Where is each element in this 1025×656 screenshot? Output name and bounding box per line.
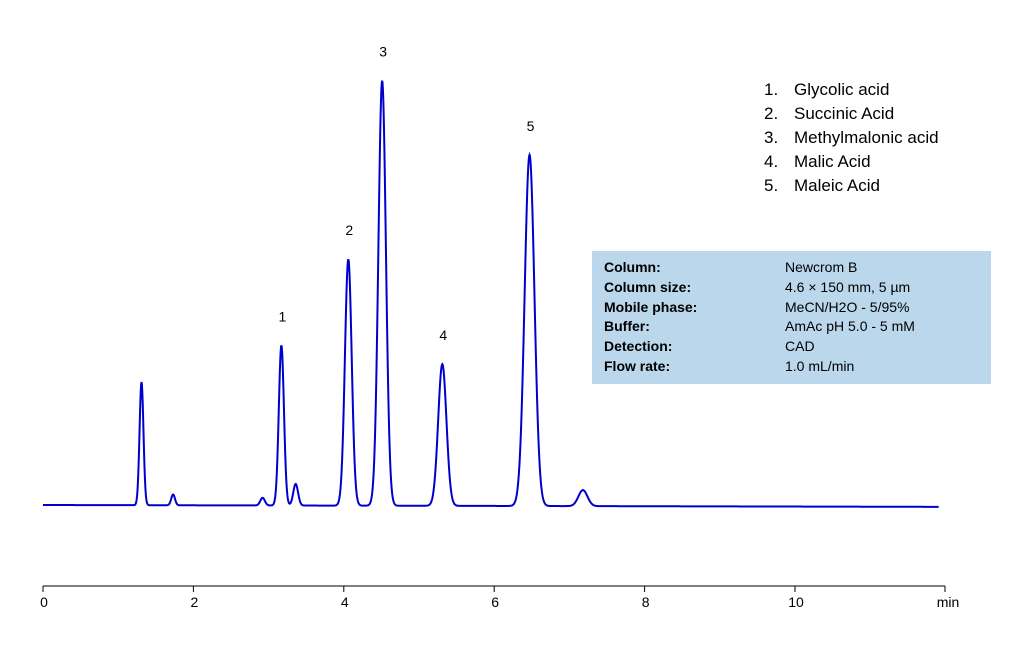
legend-compound-name: Methylmalonic acid [794, 128, 939, 147]
peak-label-4: 4 [439, 327, 447, 343]
legend-compound-name: Maleic Acid [794, 176, 880, 195]
legend-item: 5. Maleic Acid [764, 174, 939, 198]
condition-key: Column: [604, 259, 661, 275]
legend-number: 1. [764, 80, 779, 99]
condition-value: 4.6 × 150 mm, 5 µm [785, 278, 911, 295]
x-tick-label: 10 [788, 594, 804, 610]
peak-label-2: 2 [345, 222, 353, 238]
x-tick-label: 6 [491, 594, 499, 610]
peak-label-3: 3 [379, 44, 387, 60]
condition-value: CAD [785, 338, 815, 355]
conditions-box: Column: Newcrom B Column size: 4.6 × 150 mm… [592, 251, 991, 384]
x-axis-unit: min [937, 594, 960, 610]
x-tick-label: 8 [642, 594, 650, 610]
condition-value: Newcrom B [785, 259, 858, 275]
peak-labels: 1 2 3 4 5 [278, 44, 534, 343]
legend-number: 4. [764, 152, 779, 171]
legend-compound-name: Succinic Acid [794, 104, 895, 123]
condition-row: Buffer: AmAc pH 5.0 - 5 mM [604, 317, 991, 337]
condition-row: Column size: 4.6 × 150 mm, 5 µm [604, 278, 991, 298]
legend-number: 5. [764, 176, 779, 195]
legend-item: 3. Methylmalonic acid [764, 126, 939, 150]
condition-key: Detection: [604, 338, 673, 355]
x-axis: 0 2 4 6 8 10 min [40, 585, 960, 610]
condition-key: Mobile phase: [604, 298, 698, 315]
legend-item: 2. Succinic Acid [764, 102, 939, 126]
condition-row: Mobile phase: MeCN/H2O - 5/95% [604, 298, 991, 318]
legend-number: 3. [764, 128, 779, 147]
peak-label-5: 5 [527, 118, 535, 134]
x-tick-label: 0 [40, 594, 48, 610]
trace-layer [43, 80, 939, 508]
condition-key: Flow rate: [604, 357, 671, 374]
x-tick-label: 2 [191, 594, 199, 610]
condition-key: Buffer: [604, 318, 650, 335]
condition-row: Flow rate: 1.0 mL/min [604, 357, 991, 377]
legend-number: 2. [764, 104, 779, 123]
peak-label-1: 1 [278, 308, 286, 324]
condition-value: AmAc pH 5.0 - 5 mM [785, 318, 915, 335]
condition-row: Detection: CAD [604, 337, 991, 357]
legend-item: 1. Glycolic acid [764, 78, 939, 102]
legend-compound-name: Glycolic acid [794, 80, 890, 99]
condition-key: Column size: [604, 278, 692, 295]
chromatogram-trace [43, 80, 939, 508]
condition-row: Column: Newcrom B [604, 258, 991, 278]
legend-item: 4. Malic Acid [764, 150, 939, 174]
condition-value: MeCN/H2O - 5/95% [785, 298, 910, 315]
legend-compound-name: Malic Acid [794, 152, 871, 171]
condition-value: 1.0 mL/min [785, 357, 855, 374]
x-tick-label: 4 [341, 594, 349, 610]
compound-legend: 1. Glycolic acid 2. Succinic Acid 3. Methylma… [764, 78, 939, 198]
